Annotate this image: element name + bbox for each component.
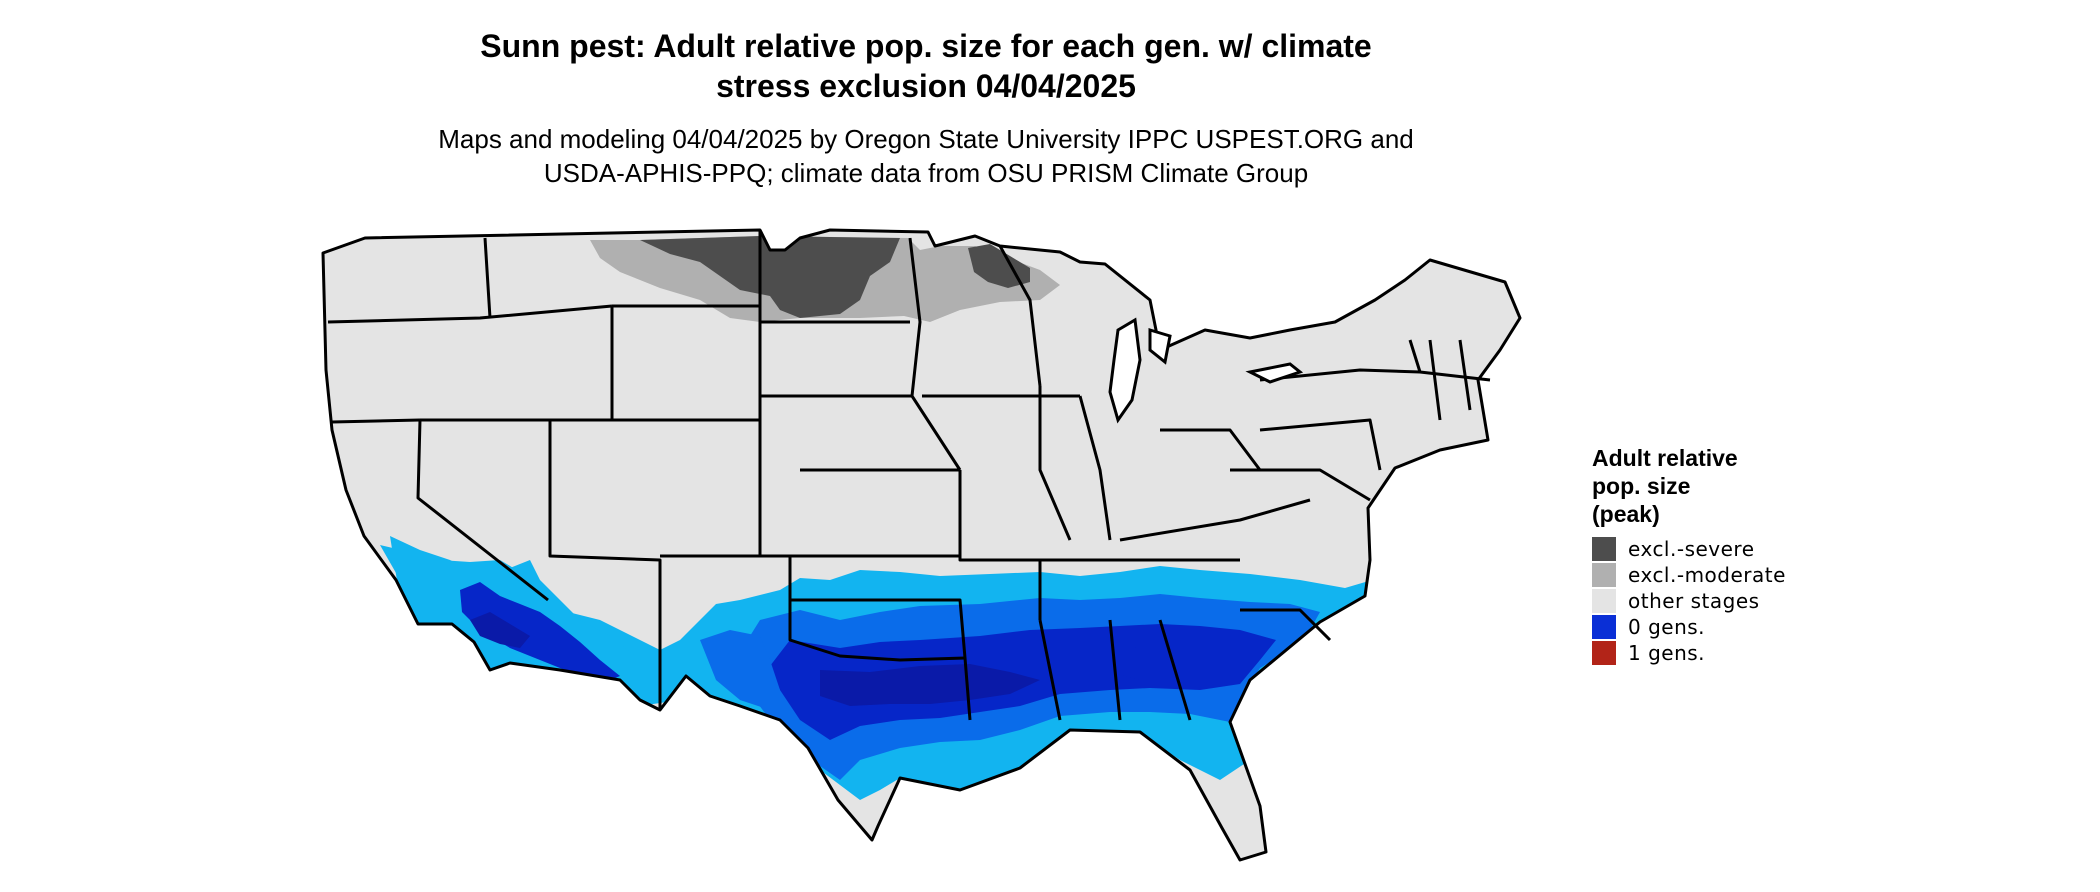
- legend-swatch-excl-moderate: [1592, 563, 1616, 587]
- legend-label-excl-moderate: excl.-moderate: [1628, 563, 1786, 587]
- map-subtitle: Maps and modeling 04/04/2025 by Oregon S…: [438, 124, 1414, 188]
- great-lakes: [1108, 317, 1304, 424]
- legend-swatch-0-gens: [1592, 615, 1616, 639]
- legend-item-1-gens: 1 gens.: [1592, 640, 1892, 666]
- legend-label-0-gens: 0 gens.: [1628, 615, 1706, 639]
- legend-swatch-other-stages: [1592, 589, 1616, 613]
- lake-huron: [1148, 327, 1172, 365]
- zone-excl-severe-minnesota: [968, 244, 1030, 288]
- legend-label-1-gens: 1 gens.: [1628, 641, 1706, 665]
- legend-label-excl-severe: excl.-severe: [1628, 537, 1755, 561]
- legend-item-excl-moderate: excl.-moderate: [1592, 562, 1892, 588]
- legend-item-0-gens: 0 gens.: [1592, 614, 1892, 640]
- zone-navy-southwest: [470, 612, 530, 648]
- legend-item-other-stages: other stages: [1592, 588, 1892, 614]
- zone-mid-blue-texas-west: [700, 630, 780, 710]
- legend-swatch-1-gens: [1592, 641, 1616, 665]
- legend-swatch-excl-severe: [1592, 537, 1616, 561]
- legend-item-excl-severe: excl.-severe: [1592, 536, 1892, 562]
- zone-excl-severe-dakotas: [640, 236, 900, 318]
- state-borders: [321, 228, 1522, 862]
- legend-label-other-stages: other stages: [1628, 589, 1760, 613]
- legend-title: Adult relative pop. size (peak): [1592, 445, 1738, 527]
- zone-navy-south: [1110, 646, 1230, 680]
- lake-erie: [1245, 362, 1304, 384]
- zone-navy-core: [820, 664, 1040, 706]
- zone-deep-blue-southwest: [460, 582, 620, 684]
- us-map: [321, 228, 1522, 862]
- map-title: Sunn pest: Adult relative pop. size for …: [480, 28, 1372, 104]
- legend: Adult relative pop. size (peak) excl.-se…: [1592, 444, 1892, 666]
- lake-michigan: [1108, 317, 1142, 424]
